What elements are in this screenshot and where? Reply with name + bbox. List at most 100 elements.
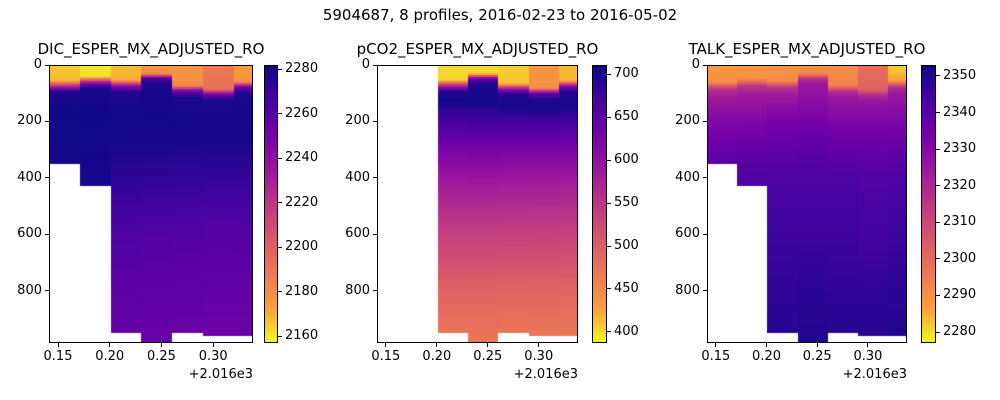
colorbar-tick-mark: [936, 294, 940, 296]
colorbar-tick-mark: [607, 202, 611, 204]
y-tick-label: 0: [361, 57, 370, 72]
colorbar-tick-label: 2260: [285, 105, 319, 121]
y-tick-mark: [373, 64, 377, 66]
colorbar-tick-mark: [607, 245, 611, 247]
x-tick-mark: [487, 343, 489, 347]
x-tick-label: 0.15: [43, 349, 73, 364]
y-tick-label: 800: [17, 282, 42, 298]
y-tick-label: 0: [691, 57, 700, 72]
colorbar-tick-mark: [607, 73, 611, 75]
colorbar-gradient: [264, 65, 278, 343]
x-tick-label: 0.25: [146, 349, 176, 364]
colorbar-tick-mark: [936, 75, 940, 77]
y-tick-label: 400: [17, 169, 42, 185]
colorbar-tick-label: 2320: [943, 177, 977, 193]
colorbar-tick-label: 650: [614, 109, 639, 125]
colorbar-tick-mark: [936, 221, 940, 223]
y-tick-mark: [45, 233, 49, 235]
colorbar-tick-mark: [607, 159, 611, 161]
x-tick-label: 0.30: [853, 349, 883, 364]
x-tick-mark: [816, 343, 818, 347]
colorbar-tick-label: 400: [614, 323, 639, 339]
x-tick-mark: [538, 343, 540, 347]
colorbar-tick-label: 2280: [285, 61, 319, 77]
x-tick-label: 0.20: [422, 349, 452, 364]
x-tick-mark: [385, 343, 387, 347]
x-tick-mark: [109, 343, 111, 347]
colorbar-tick-mark: [278, 68, 282, 70]
colorbar-frame: [921, 65, 936, 343]
x-tick-label: 0.30: [524, 349, 554, 364]
colorbar-tick-mark: [936, 148, 940, 150]
colorbar-gradient: [921, 65, 936, 343]
colorbar-tick-mark: [936, 331, 940, 333]
colorbar-tick-label: 550: [614, 195, 639, 211]
y-tick-label: 800: [675, 282, 700, 298]
x-tick-label: 0.25: [802, 349, 832, 364]
y-tick-mark: [45, 177, 49, 179]
y-tick-mark: [703, 233, 707, 235]
y-tick-label: 200: [675, 113, 700, 129]
colorbar-tick-label: 2180: [285, 283, 319, 299]
y-tick-mark: [45, 120, 49, 122]
x-axis-offset-label: +2.016e3: [842, 367, 907, 382]
x-tick-label: 0.30: [198, 349, 228, 364]
y-tick-mark: [373, 290, 377, 292]
plot-area: [49, 65, 253, 343]
x-tick-mark: [57, 343, 59, 347]
colorbar-gradient: [592, 65, 607, 343]
x-tick-label: 0.25: [473, 349, 503, 364]
colorbar-tick-label: 2200: [285, 239, 319, 255]
colorbar-tick-label: 500: [614, 238, 639, 254]
y-tick-mark: [703, 290, 707, 292]
colorbar-tick-mark: [278, 202, 282, 204]
colorbar-frame: [264, 65, 278, 343]
colorbar-tick-label: 2310: [943, 214, 977, 230]
y-tick-mark: [703, 177, 707, 179]
axes-title-talk: TALK_ESPER_MX_ADJUSTED_RO: [688, 40, 926, 58]
x-tick-label: 0.15: [371, 349, 401, 364]
axes-frame: [707, 65, 907, 343]
y-tick-mark: [373, 177, 377, 179]
y-tick-label: 200: [17, 113, 42, 129]
x-tick-mark: [867, 343, 869, 347]
colorbar-tick-label: 450: [614, 280, 639, 296]
y-tick-mark: [45, 290, 49, 292]
colorbar-tick-label: 700: [614, 66, 639, 82]
y-tick-mark: [373, 233, 377, 235]
heatmap-canvas: [377, 65, 578, 343]
colorbar-tick-label: 2350: [943, 67, 977, 83]
y-tick-label: 600: [17, 226, 42, 242]
x-tick-mark: [160, 343, 162, 347]
x-tick-mark: [715, 343, 717, 347]
colorbar-tick-mark: [278, 157, 282, 159]
heatmap-canvas: [49, 65, 253, 343]
plot-area: [707, 65, 907, 343]
x-axis-offset-label: +2.016e3: [513, 367, 578, 382]
colorbar-tick-label: 2290: [943, 287, 977, 303]
colorbar-tick-mark: [278, 335, 282, 337]
axes-frame: [49, 65, 253, 343]
colorbar-tick-label: 2300: [943, 250, 977, 266]
colorbar-tick-label: 2240: [285, 150, 319, 166]
y-tick-label: 0: [33, 57, 42, 72]
colorbar-frame: [592, 65, 607, 343]
axes-frame: [377, 65, 578, 343]
y-tick-label: 600: [675, 226, 700, 242]
heatmap-canvas: [707, 65, 907, 343]
y-tick-mark: [45, 64, 49, 66]
colorbar: [264, 65, 278, 343]
x-tick-mark: [212, 343, 214, 347]
colorbar-tick-mark: [936, 258, 940, 260]
y-tick-mark: [703, 120, 707, 122]
colorbar-tick-mark: [278, 246, 282, 248]
axes-title-pco2: pCO2_ESPER_MX_ADJUSTED_RO: [356, 40, 599, 58]
colorbar-tick-label: 2160: [285, 328, 319, 344]
colorbar-tick-mark: [936, 112, 940, 114]
y-tick-label: 400: [675, 169, 700, 185]
colorbar-tick-mark: [936, 185, 940, 187]
colorbar: [592, 65, 607, 343]
axes-title-dic: DIC_ESPER_MX_ADJUSTED_RO: [37, 40, 265, 58]
